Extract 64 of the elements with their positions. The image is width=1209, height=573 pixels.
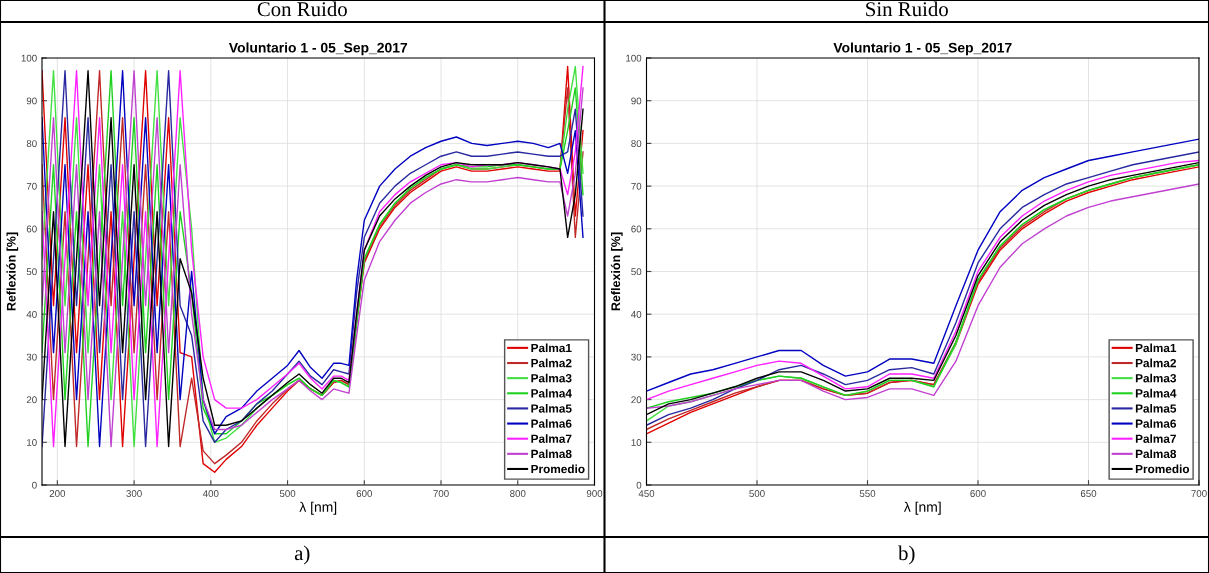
x-tick-label: 800: [510, 490, 526, 497]
x-tick-label: 900: [586, 490, 603, 497]
y-tick-label: 0: [32, 481, 37, 489]
x-tick-label: 700: [1191, 490, 1207, 497]
y-tick-label: 20: [26, 396, 37, 404]
y-tick-label: 40: [631, 310, 642, 318]
legend-label: Palma5: [531, 404, 572, 413]
y-tick-label: 30: [631, 353, 642, 361]
legend-label: Palma7: [1135, 434, 1176, 443]
legend-label: Palma1: [531, 343, 572, 353]
y-tick-label: 100: [626, 54, 642, 62]
x-tick-label: 600: [970, 490, 986, 497]
y-tick-label: 80: [631, 140, 642, 148]
x-tick-label: 200: [49, 490, 66, 497]
y-tick-label: 20: [631, 396, 642, 404]
chart-subtitle: Con Ruido: [257, 1, 347, 17]
y-tick-label: 60: [26, 225, 37, 233]
x-tick-label: 500: [749, 490, 765, 497]
y-tick-label: 50: [26, 268, 37, 276]
y-tick-label: 0: [636, 481, 642, 489]
legend-label: Palma6: [1135, 419, 1177, 428]
x-tick-label: 550: [859, 490, 876, 497]
y-tick-label: 60: [631, 225, 642, 233]
y-axis-title: Reflexión [%]: [6, 232, 19, 311]
legend-label: Palma5: [1135, 404, 1177, 413]
legend-label: Palma2: [531, 358, 572, 368]
x-tick-label: 450: [638, 490, 655, 497]
x-tick-label: 400: [202, 490, 219, 497]
legend-label: Palma2: [1135, 358, 1176, 368]
legend-label: Palma6: [531, 419, 572, 428]
y-tick-label: 10: [27, 439, 37, 446]
x-axis-title: λ [nm]: [903, 501, 941, 515]
y-tick-label: 80: [26, 140, 37, 148]
chart-title: Voluntario 1 - 05_Sep_2017: [228, 42, 408, 56]
x-tick-label: 300: [126, 490, 142, 497]
legend-label: Palma4: [1135, 388, 1177, 398]
text: b): [898, 545, 915, 565]
legend-label: Palma3: [531, 373, 572, 383]
legend-label: Palma7: [531, 434, 572, 443]
y-tick-label: 90: [631, 97, 642, 105]
legend-label: Promedio: [531, 464, 585, 474]
legend-label: Palma8: [1135, 449, 1177, 459]
y-tick-label: 100: [21, 54, 37, 62]
x-tick-label: 650: [1080, 490, 1097, 497]
text: a): [294, 545, 310, 565]
y-tick-label: 10: [631, 439, 642, 446]
legend-label: Palma8: [531, 449, 572, 459]
y-tick-label: 30: [26, 353, 37, 361]
y-tick-label: 70: [26, 182, 37, 190]
chart-title: Voluntario 1 - 05_Sep_2017: [833, 42, 1012, 56]
y-tick-label: 70: [631, 182, 642, 190]
x-tick-label: 600: [356, 490, 373, 497]
y-tick-label: 50: [631, 268, 642, 276]
chart-subtitle: Sin Ruido: [866, 1, 948, 17]
legend-label: Palma3: [1135, 373, 1177, 383]
x-tick-label: 500: [279, 490, 296, 497]
y-tick-label: 40: [26, 310, 37, 318]
legend-label: Palma4: [531, 388, 572, 398]
y-axis-title: Reflexión [%]: [610, 232, 623, 311]
legend-label: Promedio: [1135, 464, 1190, 474]
x-axis-title: λ [nm]: [299, 501, 337, 515]
x-tick-label: 700: [433, 490, 449, 497]
legend-label: Palma1: [1135, 343, 1177, 353]
y-tick-label: 90: [26, 97, 37, 105]
